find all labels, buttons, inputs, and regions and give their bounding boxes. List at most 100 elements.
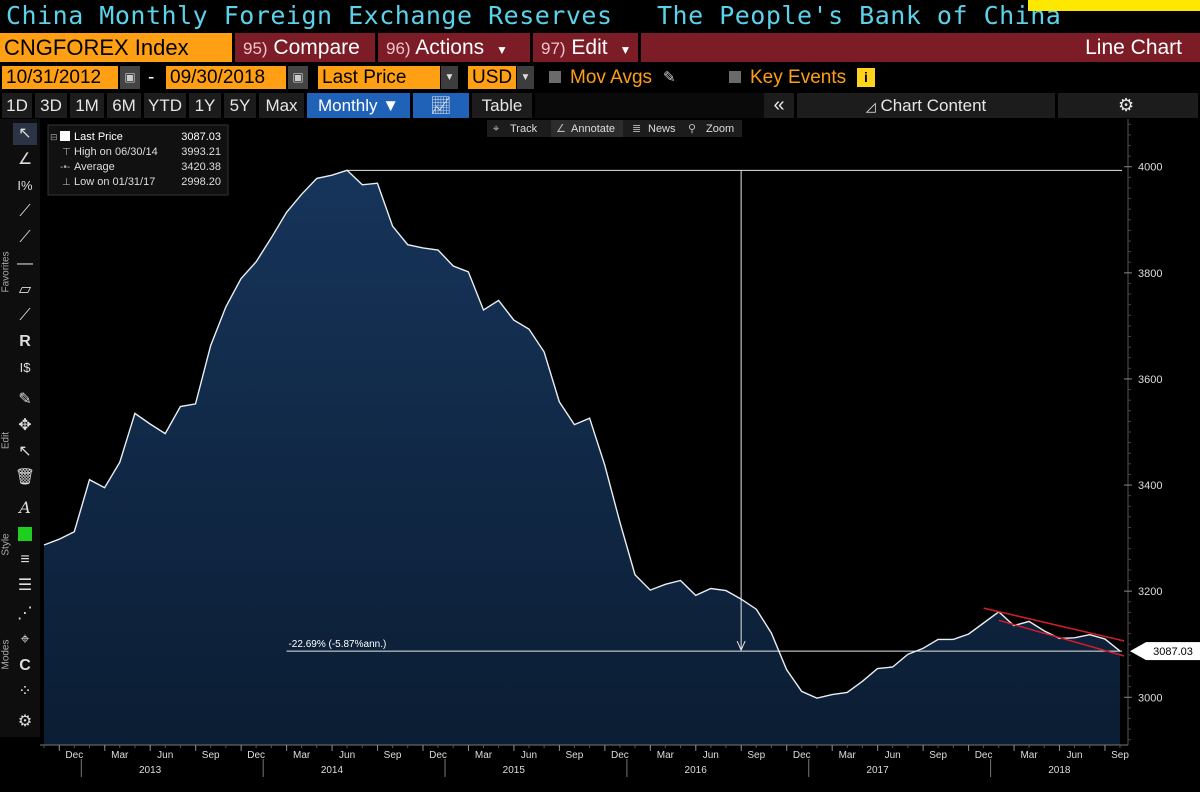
data-point [1119,650,1122,653]
chart-area[interactable]: -22.69% (-5.87%ann.) 3000 3200 3400 3600 380… [40,119,1200,787]
x-year-label: 2014 [321,765,344,776]
data-point [679,579,682,582]
x-tick-label: Sep [747,750,765,761]
range-5y-button[interactable]: 5Y [224,93,256,118]
x-axis-panel [40,745,1200,787]
text-tool-icon[interactable]: A [19,498,31,517]
compare-number: 95) [243,39,268,58]
data-point [149,423,152,426]
crosshair-icon[interactable]: ⌖ [20,631,30,648]
y-axis-panel [1124,119,1200,787]
annotate-button[interactable]: Annotate [571,123,615,135]
line-tool-icon[interactable]: ∠ [17,151,33,168]
ray-icon[interactable]: ⟋ [19,229,31,246]
chart-type-label[interactable]: Line Chart [1085,36,1182,59]
mov-avgs-checkbox[interactable] [549,71,561,83]
start-date-field[interactable]: 10/31/2012 [2,66,118,89]
settings-button[interactable]: ⚙ [1058,93,1198,118]
edit-button[interactable]: 97) Edit ▼ [533,33,638,62]
chevron-down-icon[interactable]: ▼ [517,66,534,89]
segment-icon[interactable]: ⟋ [19,307,31,324]
range-6m-button[interactable]: 6M [107,93,141,118]
gear-icon[interactable]: ⚙ [17,713,33,730]
last-value-badge [1146,642,1200,661]
data-point [88,478,91,481]
data-point [634,573,637,576]
chart-content-label: Chart Content [880,96,987,115]
info-icon[interactable]: i [857,68,875,87]
data-point [209,344,212,347]
pencil-icon[interactable]: ✎ [663,69,676,86]
data-point [815,697,818,700]
field-select[interactable]: Last Price [318,66,440,89]
actions-button[interactable]: 96) Actions ▼ [378,33,530,62]
y-tick-label: 3600 [1138,374,1162,386]
range-max-button[interactable]: Max [259,93,304,118]
collapse-button[interactable]: « [764,93,794,118]
add-point-icon[interactable]: ↖ [18,443,32,460]
zoom-button[interactable]: Zoom [706,123,734,135]
table-view-button[interactable]: Table [472,93,532,118]
news-button[interactable]: News [648,123,676,135]
range-1y-button[interactable]: 1Y [189,93,221,118]
range-ytd-button[interactable]: YTD [144,93,186,118]
key-events-label[interactable]: Key Events [750,67,847,88]
calendar-icon[interactable]: ▣ [288,66,308,89]
actions-label: Actions [415,36,485,59]
data-point [376,182,379,185]
x-tick-label: Dec [975,750,993,761]
news-icon: ≣ [632,123,641,135]
track-button[interactable]: Track [510,123,538,135]
end-date-field[interactable]: 09/30/2018 [166,66,286,89]
percent-tool-icon[interactable]: I% [17,178,33,193]
x-tick-label: Jun [885,750,901,761]
range-1d-button[interactable]: 1D [2,93,32,118]
pencil-icon[interactable]: ✎ [18,391,32,408]
data-point [512,319,515,322]
frequency-label: Monthly [317,96,378,115]
dotted-line-icon[interactable]: ⋰ [17,605,33,622]
source-title: The People's Bank of China [657,1,1062,30]
range-1m-button[interactable]: 1M [70,93,104,118]
line-style-icon[interactable]: ≡ [20,551,30,568]
line-width-icon[interactable]: ☰ [17,577,33,594]
move-icon[interactable]: ✥ [18,417,32,434]
trash-icon[interactable]: 🗑︎ [14,469,36,486]
pointer-icon[interactable]: ↖ [13,123,37,145]
x-tick-label: Sep [1111,750,1129,761]
horizontal-line-icon[interactable]: — [17,255,33,272]
chart-content-button[interactable]: ◿ Chart Content [797,93,1055,118]
palette-icon[interactable]: ⁘ [18,683,32,700]
chart-view-button[interactable]: 📈︎ [413,93,469,118]
data-point [952,638,955,641]
channel-icon[interactable]: ▱ [18,281,32,298]
currency-select[interactable]: USD [468,66,516,89]
frequency-select[interactable]: Monthly ▼ [307,93,410,118]
magnet-icon[interactable]: C [19,657,31,674]
chevron-down-icon[interactable]: ▼ [441,66,458,89]
data-point [497,299,500,302]
price-range-icon[interactable]: I$ [19,360,31,375]
range-3d-button[interactable]: 3D [35,93,67,118]
calendar-icon[interactable]: ▣ [120,66,140,89]
legend-swatch[interactable] [60,131,70,141]
key-events-checkbox[interactable] [729,71,741,83]
title-bar: China Monthly Foreign Exchange Reserves … [0,0,1200,32]
collapse-icon[interactable]: ⊟ [50,132,58,142]
data-point [725,589,728,592]
mov-avgs-label[interactable]: Mov Avgs [570,67,653,88]
security-field[interactable]: CNGFOREX Index [0,33,232,62]
compare-button[interactable]: 95) Compare [235,33,375,62]
data-point [1028,620,1031,623]
color-picker-icon[interactable] [13,523,37,545]
legend: ⊟ Last Price 3087.03 ⊤ High on 06/30/14 … [47,124,229,196]
x-tick-label: Mar [475,750,493,761]
trendline-icon[interactable]: ⟋ [19,203,31,220]
price-chart[interactable]: -22.69% (-5.87%ann.) 3000 3200 3400 3600 380… [40,119,1200,787]
retracement-icon[interactable]: R [19,333,31,350]
data-point [421,246,424,249]
data-point [194,402,197,405]
legend-avg-label: Average [74,161,115,173]
x-year-label: 2016 [685,765,708,776]
last-value-pointer [1130,642,1146,661]
